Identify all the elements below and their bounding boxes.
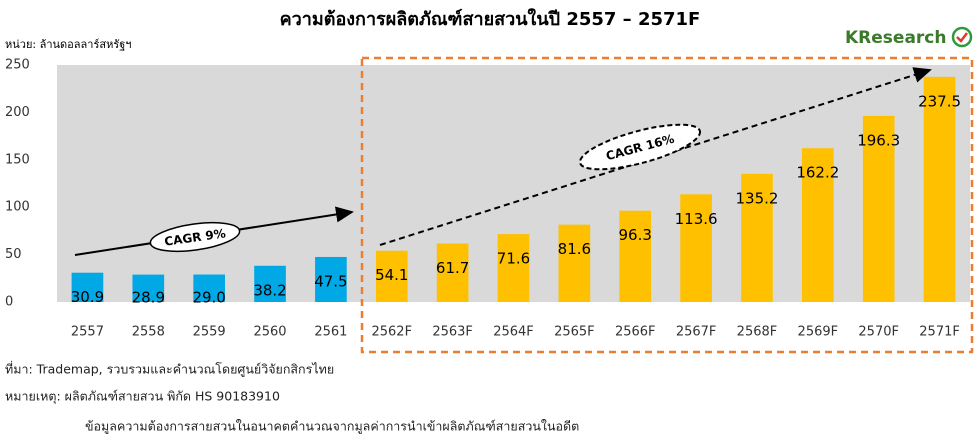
data-label: 29.0 bbox=[192, 289, 225, 307]
x-tick-label: 2559 bbox=[193, 325, 226, 340]
x-tick-label: 2561 bbox=[314, 325, 347, 340]
bar bbox=[132, 274, 165, 302]
y-tick-label: 100 bbox=[5, 200, 30, 215]
bar bbox=[923, 76, 956, 302]
x-tick-label: 2570F bbox=[858, 325, 899, 340]
x-tick-label: 2569F bbox=[798, 325, 839, 340]
data-label: 81.6 bbox=[558, 240, 591, 258]
data-label: 71.6 bbox=[497, 250, 530, 268]
forecast-box bbox=[360, 56, 974, 354]
annotation-bubble bbox=[578, 123, 702, 171]
x-tick-label: 2571F bbox=[919, 325, 960, 340]
arrow bbox=[379, 67, 932, 246]
y-tick-label: 200 bbox=[5, 105, 30, 120]
data-label: 162.2 bbox=[796, 164, 839, 182]
x-tick-label: 2562F bbox=[371, 325, 412, 340]
note: หมายเหตุ: ผลิตภัณฑ์สายสวน พิกัด HS 90183… bbox=[5, 389, 280, 405]
annotation-bubble bbox=[149, 221, 241, 253]
data-label: 237.5 bbox=[918, 92, 961, 110]
x-tick-label: 2564F bbox=[493, 325, 534, 340]
data-label: 135.2 bbox=[735, 189, 778, 207]
unit-label: หน่วย: ล้านดอลลาร์สหรัฐฯ bbox=[5, 38, 131, 51]
note: ที่มา: Trademap, รวบรวมและคำนวณโดยศูนย์ว… bbox=[5, 361, 334, 378]
bar bbox=[741, 173, 773, 302]
x-tick-label: 2558 bbox=[132, 325, 165, 340]
bar bbox=[71, 272, 104, 302]
note: ข้อมูลความต้องการสายสวนในอนาคตคำนวณจากมู… bbox=[85, 419, 579, 435]
x-tick-label: 2568F bbox=[737, 325, 778, 340]
logo-icon bbox=[951, 26, 973, 48]
bar bbox=[862, 115, 895, 303]
bar bbox=[680, 194, 712, 302]
bar bbox=[375, 250, 408, 302]
data-label: 113.6 bbox=[675, 210, 718, 228]
bar bbox=[619, 210, 652, 302]
bar bbox=[497, 234, 530, 302]
x-tick-label: 2566F bbox=[615, 325, 656, 340]
bar bbox=[254, 265, 286, 302]
bar bbox=[193, 274, 225, 302]
data-label: 54.1 bbox=[375, 266, 408, 284]
data-label: 196.3 bbox=[857, 131, 900, 149]
data-label: 28.9 bbox=[132, 289, 165, 307]
y-tick-label: 0 bbox=[5, 295, 13, 310]
bar bbox=[802, 148, 834, 302]
x-tick-label: 2560 bbox=[253, 325, 286, 340]
bar bbox=[436, 243, 469, 302]
chart-title: ความต้องการผลิตภัณฑ์สายสวนในปี 2557 – 25… bbox=[280, 8, 701, 30]
y-tick-label: 50 bbox=[5, 247, 22, 262]
bar bbox=[558, 224, 591, 302]
y-tick-label: 250 bbox=[5, 58, 30, 73]
y-tick-label: 150 bbox=[5, 152, 30, 167]
x-tick-label: 2563F bbox=[432, 325, 473, 340]
data-label: 30.9 bbox=[71, 288, 104, 306]
x-tick-label: 2565F bbox=[554, 325, 595, 340]
data-label: 47.5 bbox=[314, 272, 347, 290]
logo: KResearch bbox=[845, 28, 946, 48]
x-tick-label: 2557 bbox=[71, 325, 104, 340]
x-tick-label: 2567F bbox=[676, 325, 717, 340]
data-label: 61.7 bbox=[436, 259, 469, 277]
logo-check bbox=[956, 32, 968, 43]
data-label: 96.3 bbox=[619, 226, 652, 244]
data-label: 38.2 bbox=[253, 281, 286, 299]
bar bbox=[315, 256, 347, 302]
